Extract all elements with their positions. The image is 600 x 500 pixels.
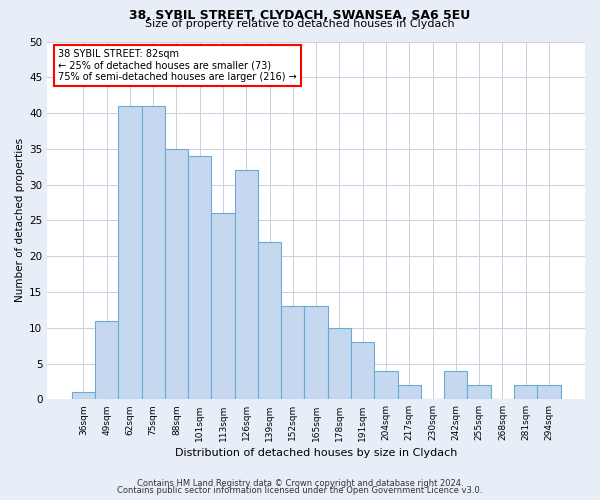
Text: Contains public sector information licensed under the Open Government Licence v3: Contains public sector information licen… — [118, 486, 482, 495]
Bar — [304, 306, 328, 400]
Bar — [537, 385, 560, 400]
Bar — [398, 385, 421, 400]
Text: 38 SYBIL STREET: 82sqm
← 25% of detached houses are smaller (73)
75% of semi-det: 38 SYBIL STREET: 82sqm ← 25% of detached… — [58, 48, 297, 82]
X-axis label: Distribution of detached houses by size in Clydach: Distribution of detached houses by size … — [175, 448, 457, 458]
Bar — [467, 385, 491, 400]
Text: 38, SYBIL STREET, CLYDACH, SWANSEA, SA6 5EU: 38, SYBIL STREET, CLYDACH, SWANSEA, SA6 … — [130, 9, 470, 22]
Bar — [281, 306, 304, 400]
Text: Size of property relative to detached houses in Clydach: Size of property relative to detached ho… — [145, 19, 455, 29]
Bar — [188, 156, 211, 400]
Bar — [118, 106, 142, 400]
Bar — [72, 392, 95, 400]
Y-axis label: Number of detached properties: Number of detached properties — [15, 138, 25, 302]
Text: Contains HM Land Registry data © Crown copyright and database right 2024.: Contains HM Land Registry data © Crown c… — [137, 478, 463, 488]
Bar — [374, 370, 398, 400]
Bar — [514, 385, 537, 400]
Bar — [351, 342, 374, 400]
Bar — [211, 214, 235, 400]
Bar — [258, 242, 281, 400]
Bar — [165, 149, 188, 400]
Bar — [235, 170, 258, 400]
Bar — [444, 370, 467, 400]
Bar — [328, 328, 351, 400]
Bar — [142, 106, 165, 400]
Bar — [95, 320, 118, 400]
